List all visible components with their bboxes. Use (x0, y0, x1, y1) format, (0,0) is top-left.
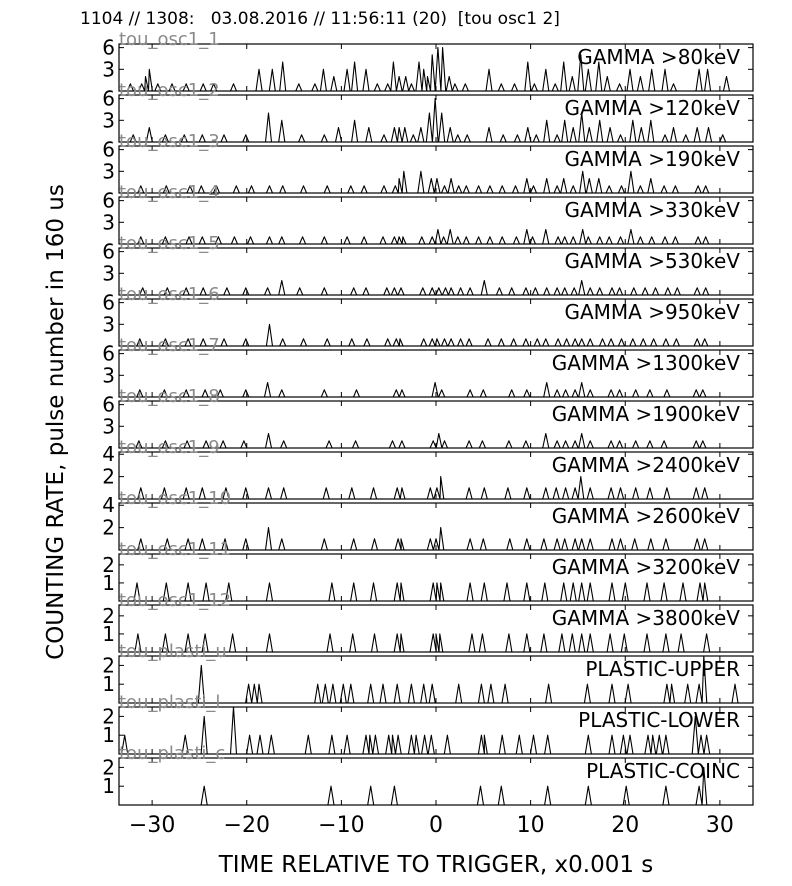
y-tick-label: 2 (102, 755, 115, 779)
series-line (119, 766, 753, 806)
series-line (119, 279, 753, 296)
channel-name: tou_osc1_8 (119, 386, 220, 407)
series-line (119, 432, 753, 449)
y-tick-label: 2 (102, 465, 115, 489)
y-tick-label: 6 (102, 138, 115, 162)
y-tick-label: 1 (102, 723, 115, 747)
series-line (119, 582, 753, 602)
panel-label: GAMMA >950keV (564, 300, 740, 324)
y-tick-label: 1 (102, 622, 115, 646)
y-tick-label: 1 (102, 774, 115, 798)
series-line (119, 706, 753, 755)
channel-name: tou_osc1_5 (119, 233, 220, 254)
x-tick-label: −30 (129, 813, 175, 838)
y-tick-label: 3 (102, 57, 115, 81)
y-axis-label: COUNTING RATE, pulse number in 160 us (43, 184, 69, 660)
series-line (119, 228, 753, 245)
series-line (119, 655, 753, 704)
y-tick-label: 3 (102, 210, 115, 234)
chart-header: 1104 // 1308: 03.08.2016 // 11:56:11 (20… (80, 9, 560, 29)
x-axis-label: TIME RELATIVE TO TRIGGER, x0.001 s (218, 852, 654, 878)
y-tick-label: 3 (102, 363, 115, 387)
y-tick-label: 3 (102, 414, 115, 438)
y-tick-label: 2 (102, 516, 115, 540)
panel-label: GAMMA >2400keV (552, 453, 741, 477)
panel-label: GAMMA >530keV (564, 249, 740, 273)
channel-name: tou_osc1_12 (119, 590, 231, 611)
channel-name: tou_osc1_11 (119, 539, 231, 560)
channel-name: tou_osc1_2 (119, 80, 220, 101)
y-tick-label: 3 (102, 261, 115, 285)
y-tick-label: 4 (102, 442, 115, 466)
y-tick-label: 6 (102, 87, 115, 111)
x-tick-label: −20 (224, 813, 270, 838)
channel-name: tou_plasti_u (119, 641, 227, 662)
x-tick-label: 30 (706, 813, 734, 838)
channel-name: tou_osc1_6 (119, 284, 220, 305)
panel-label: GAMMA >2600keV (552, 504, 741, 528)
panel-label: PLASTIC-COINC (586, 759, 740, 783)
y-tick-label: 6 (102, 189, 115, 213)
y-tick-label: 2 (102, 553, 115, 577)
x-tick-label: 0 (429, 813, 443, 838)
y-tick-label: 3 (102, 312, 115, 336)
y-tick-label: 6 (102, 342, 115, 366)
channel-name: tou_osc1_1 (119, 29, 220, 50)
y-tick-label: 3 (102, 108, 115, 132)
channel-name: tou_osc1_4 (119, 182, 220, 203)
panel-label: GAMMA >1900keV (552, 402, 741, 426)
channel-name: tou_osc1_3 (119, 131, 220, 152)
y-tick-label: 3 (102, 159, 115, 183)
y-tick-label: 6 (102, 291, 115, 315)
series-line (119, 476, 753, 500)
y-tick-label: 2 (102, 604, 115, 628)
panel-label: PLASTIC-UPPER (585, 657, 740, 681)
panel-label: PLASTIC-LOWER (578, 708, 740, 732)
y-tick-label: 1 (102, 672, 115, 696)
panel-label: GAMMA >3800keV (552, 606, 741, 630)
channel-name: tou_plasti_c (119, 743, 225, 764)
x-tick-label: 10 (517, 813, 545, 838)
series-line (119, 381, 753, 398)
series-line (119, 170, 753, 194)
series-line (119, 527, 753, 551)
y-tick-label: 6 (102, 240, 115, 264)
y-tick-label: 2 (102, 653, 115, 677)
panel-label: GAMMA >190keV (564, 147, 740, 171)
series-line (119, 47, 753, 92)
panel-label: GAMMA >330keV (564, 198, 740, 222)
channel-name: tou_osc1_7 (119, 335, 220, 356)
panel-label: GAMMA >120keV (564, 96, 740, 120)
y-tick-label: 6 (102, 36, 115, 60)
series-line (119, 98, 753, 143)
x-tick-label: 20 (611, 813, 639, 838)
y-tick-label: 1 (102, 571, 115, 595)
y-tick-label: 4 (102, 493, 115, 517)
y-tick-label: 2 (102, 704, 115, 728)
series-line (119, 633, 753, 653)
panel-label: GAMMA >3200keV (552, 555, 741, 579)
channel-name: tou_osc1_9 (119, 437, 220, 458)
panel-label: GAMMA >80keV (577, 45, 740, 69)
y-tick-label: 6 (102, 393, 115, 417)
panel-label: GAMMA >1300keV (552, 351, 741, 375)
channel-name: tou_plasti_l (119, 692, 220, 713)
channel-name: tou_osc1_10 (119, 488, 231, 509)
x-tick-label: −10 (318, 813, 364, 838)
series-line (119, 323, 753, 347)
